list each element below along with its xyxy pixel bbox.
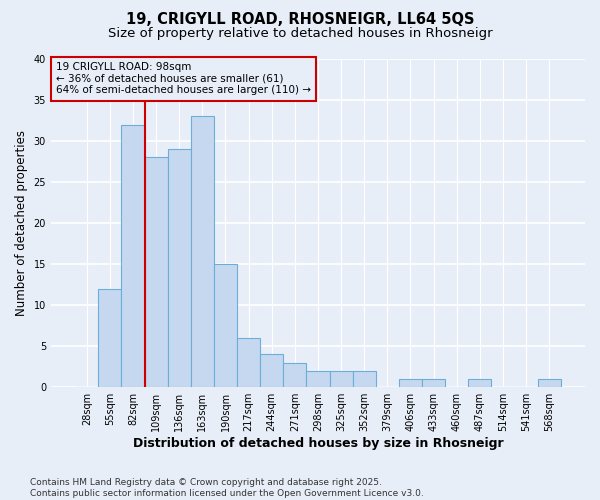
Text: Size of property relative to detached houses in Rhosneigr: Size of property relative to detached ho… bbox=[107, 28, 493, 40]
Bar bbox=[237, 338, 260, 387]
Bar bbox=[329, 371, 353, 387]
Bar bbox=[167, 150, 191, 387]
Bar bbox=[307, 371, 329, 387]
Bar bbox=[145, 158, 167, 387]
Text: Contains HM Land Registry data © Crown copyright and database right 2025.
Contai: Contains HM Land Registry data © Crown c… bbox=[30, 478, 424, 498]
Text: 19 CRIGYLL ROAD: 98sqm
← 36% of detached houses are smaller (61)
64% of semi-det: 19 CRIGYLL ROAD: 98sqm ← 36% of detached… bbox=[56, 62, 311, 96]
Bar bbox=[422, 379, 445, 387]
X-axis label: Distribution of detached houses by size in Rhosneigr: Distribution of detached houses by size … bbox=[133, 437, 503, 450]
Bar bbox=[191, 116, 214, 387]
Bar bbox=[121, 124, 145, 387]
Y-axis label: Number of detached properties: Number of detached properties bbox=[15, 130, 28, 316]
Text: 19, CRIGYLL ROAD, RHOSNEIGR, LL64 5QS: 19, CRIGYLL ROAD, RHOSNEIGR, LL64 5QS bbox=[126, 12, 474, 28]
Bar bbox=[399, 379, 422, 387]
Bar bbox=[353, 371, 376, 387]
Bar bbox=[468, 379, 491, 387]
Bar bbox=[260, 354, 283, 387]
Bar bbox=[538, 379, 561, 387]
Bar bbox=[98, 288, 121, 387]
Bar bbox=[283, 362, 307, 387]
Bar bbox=[214, 264, 237, 387]
